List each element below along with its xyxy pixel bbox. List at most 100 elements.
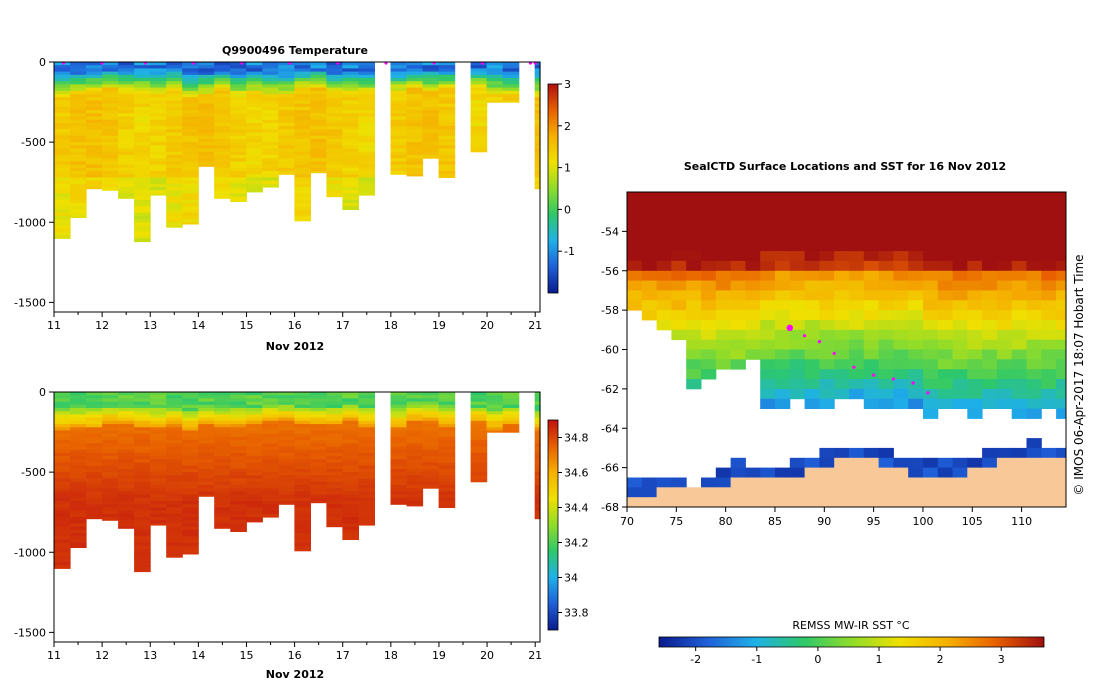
salinity-cell	[326, 465, 343, 470]
salinity-cell	[230, 427, 247, 432]
temperature-cell	[198, 142, 215, 146]
salinity-cell	[406, 475, 424, 480]
temperature-cell	[214, 78, 231, 82]
temperature-cell	[166, 68, 183, 73]
sst-cell	[996, 231, 1013, 242]
salinity-cell	[166, 436, 183, 441]
temperature-cell	[534, 154, 541, 159]
temperature-cell	[246, 180, 263, 185]
temperature-cell	[86, 126, 103, 130]
salinity-cell	[198, 392, 215, 396]
salinity-cell	[486, 417, 504, 422]
salinity-cell	[342, 401, 359, 406]
temperature-cell	[118, 113, 135, 118]
salinity-cell	[214, 427, 231, 432]
temperature-cell	[214, 119, 231, 124]
temperature-cell	[54, 135, 71, 140]
salinity-cell	[358, 443, 375, 448]
temperature-cell	[358, 145, 375, 150]
salinity-x-label: Nov 2012	[266, 668, 324, 681]
salinity-cell	[326, 459, 343, 464]
colorbar-tick-label: 34.8	[564, 432, 589, 445]
y-tick-label: -1500	[14, 296, 46, 309]
temperature-cell	[166, 135, 183, 140]
colorbar-tick-label: 3	[564, 78, 571, 91]
salinity-cell	[198, 456, 215, 460]
temperature-cell	[358, 100, 375, 105]
salinity-cell	[406, 449, 424, 454]
sst-cell	[671, 221, 687, 232]
sst-cell	[1026, 467, 1042, 478]
sst-cell	[878, 349, 894, 360]
temperature-cell	[326, 116, 343, 121]
salinity-cell	[134, 549, 151, 553]
temperature-cell	[214, 65, 231, 69]
temperature-cell	[438, 110, 456, 114]
temperature-cell	[246, 68, 263, 73]
temperature-cell	[118, 151, 135, 156]
salinity-cell	[70, 424, 87, 428]
temperature-cell	[214, 122, 231, 127]
colorbar-tick-label: 34	[564, 572, 578, 585]
temperature-cell	[150, 138, 167, 143]
temperature-cell	[390, 87, 408, 92]
sst-cell	[967, 320, 983, 331]
temperature-cell	[118, 193, 135, 198]
salinity-cell	[214, 414, 231, 419]
sst-cell	[804, 398, 820, 409]
salinity-cell	[214, 501, 231, 505]
salinity-cell	[310, 430, 327, 435]
salinity-cell	[294, 433, 311, 438]
sst-cell	[760, 329, 776, 341]
temperature-cell	[278, 103, 295, 108]
temperature-cell	[342, 199, 359, 204]
salinity-cell	[358, 404, 375, 409]
sst-cell	[834, 379, 850, 390]
sst-cell	[730, 251, 746, 262]
temperature-cell	[54, 196, 71, 201]
salinity-cell	[102, 465, 119, 470]
sst-cell	[819, 329, 835, 341]
salinity-cell	[54, 565, 71, 569]
salinity-cell	[438, 484, 456, 489]
temperature-cell	[230, 103, 247, 108]
temperature-cell	[390, 132, 408, 137]
temperature-cell	[134, 209, 151, 214]
sst-cell	[686, 270, 702, 282]
salinity-cell	[422, 462, 440, 467]
temperature-cell	[214, 113, 231, 118]
temperature-cell	[438, 81, 456, 85]
temperature-cell	[310, 138, 327, 143]
sst-cell	[982, 398, 998, 409]
salinity-cell	[406, 420, 424, 425]
temperature-cell	[278, 148, 295, 153]
sst-cell	[1041, 477, 1057, 488]
temperature-cell	[470, 62, 488, 66]
sst-cell	[701, 280, 717, 291]
salinity-cell	[134, 488, 151, 492]
sst-cell	[967, 408, 983, 419]
salinity-cell	[134, 392, 151, 396]
temperature-cell	[134, 222, 151, 227]
salinity-cell	[534, 420, 541, 425]
sst-cell	[656, 497, 672, 507]
temperature-cell	[262, 62, 279, 66]
salinity-cell	[310, 404, 327, 409]
salinity-cell	[294, 401, 311, 406]
salinity-cell	[118, 462, 135, 467]
salinity-cell	[166, 542, 183, 547]
temperature-cell	[246, 106, 263, 111]
sst-cell	[745, 497, 761, 507]
salinity-cell	[470, 478, 488, 483]
sst-cell	[1026, 457, 1042, 469]
sst-cell	[834, 192, 850, 203]
salinity-cell	[534, 491, 541, 496]
y-tick-label: -1500	[14, 626, 46, 639]
temperature-cell	[70, 148, 87, 153]
salinity-cell	[214, 513, 231, 518]
sst-cell	[730, 310, 746, 321]
temperature-axes: 11 12 13 14 15 16 17 18 19 20 210-500-1000-1500	[14, 56, 542, 332]
sst-cell	[1056, 339, 1066, 350]
sst-cell	[849, 231, 865, 242]
salinity-cell	[182, 526, 199, 531]
